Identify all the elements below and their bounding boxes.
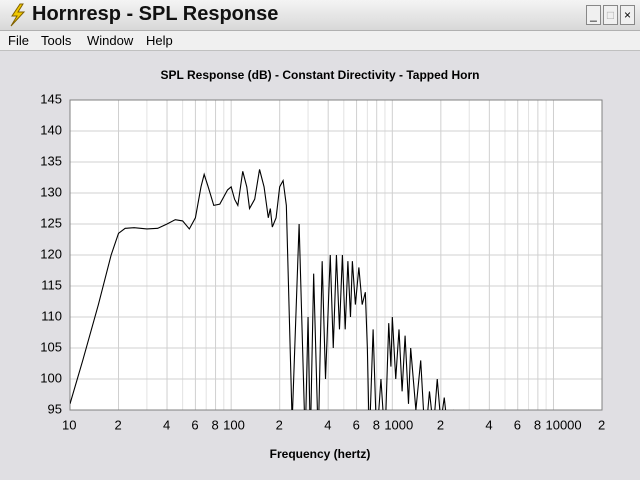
menu-item[interactable]: Help (146, 33, 173, 48)
chart-title: SPL Response (dB) - Constant Directivity… (161, 68, 480, 82)
y-tick-label: 110 (41, 308, 62, 323)
x-tick-label: 1000 (384, 417, 413, 432)
y-tick-label: 145 (40, 91, 62, 106)
x-tick-label: 8 (212, 417, 219, 432)
x-tick-label: 100 (223, 417, 245, 432)
x-tick-label: 6 (191, 417, 198, 432)
title-bar: Hornresp - SPL Response _ □ × (0, 0, 640, 31)
x-tick-label: 6 (514, 417, 521, 432)
y-tick-label: 100 (40, 370, 62, 385)
y-tick-label: 130 (40, 184, 62, 199)
app-icon (10, 3, 26, 27)
x-tick-label: 2 (437, 417, 444, 432)
y-tick-label: 115 (41, 277, 62, 292)
menu-item[interactable]: File (8, 33, 29, 48)
y-tick-label: 140 (40, 122, 62, 137)
x-tick-label: 4 (324, 417, 331, 432)
x-tick-label: 2 (115, 417, 122, 432)
x-tick-label: 4 (163, 417, 170, 432)
menu-bar: File Tools Window Help (0, 31, 640, 51)
x-tick-label: 10 (62, 417, 76, 432)
x-tick-label: 4 (485, 417, 492, 432)
x-axis-label: Frequency (hertz) (270, 447, 371, 461)
x-tick-label: 8 (534, 417, 541, 432)
minimize-button[interactable]: _ (586, 5, 601, 25)
x-tick-label: 2 (598, 417, 605, 432)
y-tick-label: 120 (40, 246, 62, 261)
y-tick-label: 125 (40, 215, 62, 230)
menu-item[interactable]: Tools (41, 33, 72, 48)
plot-frame (69, 99, 603, 411)
x-tick-label: 8 (373, 417, 380, 432)
menu-item[interactable]: Window (87, 33, 134, 48)
chart: SPL Response (dB) - Constant Directivity… (40, 68, 605, 461)
x-tick-label: 10000 (545, 417, 581, 432)
x-tick-label: 6 (353, 417, 360, 432)
x-tick-label: 2 (276, 417, 283, 432)
maximize-button[interactable]: □ (603, 5, 618, 25)
close-button[interactable]: × (620, 5, 635, 25)
y-tick-label: 95 (48, 401, 62, 416)
y-tick-label: 105 (40, 339, 62, 354)
plot-clip (70, 169, 455, 410)
spl-line (70, 169, 455, 410)
window-title: Hornresp - SPL Response (32, 3, 279, 25)
y-tick-label: 135 (40, 153, 62, 168)
